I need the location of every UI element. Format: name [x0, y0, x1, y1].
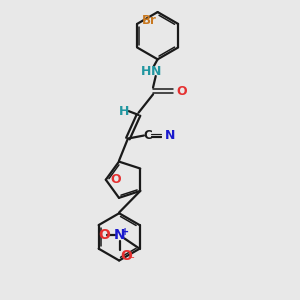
- Text: ⁻: ⁻: [128, 255, 134, 265]
- Text: N: N: [151, 65, 161, 78]
- Text: O: O: [98, 228, 110, 242]
- Text: H: H: [141, 65, 152, 78]
- Text: C: C: [143, 129, 152, 142]
- Text: N: N: [114, 228, 126, 242]
- Text: O: O: [111, 173, 122, 186]
- Text: H: H: [119, 105, 129, 118]
- Text: O: O: [121, 249, 132, 262]
- Text: +: +: [122, 226, 130, 236]
- Text: N: N: [165, 129, 176, 142]
- Text: O: O: [177, 85, 187, 98]
- Text: Br: Br: [142, 14, 157, 27]
